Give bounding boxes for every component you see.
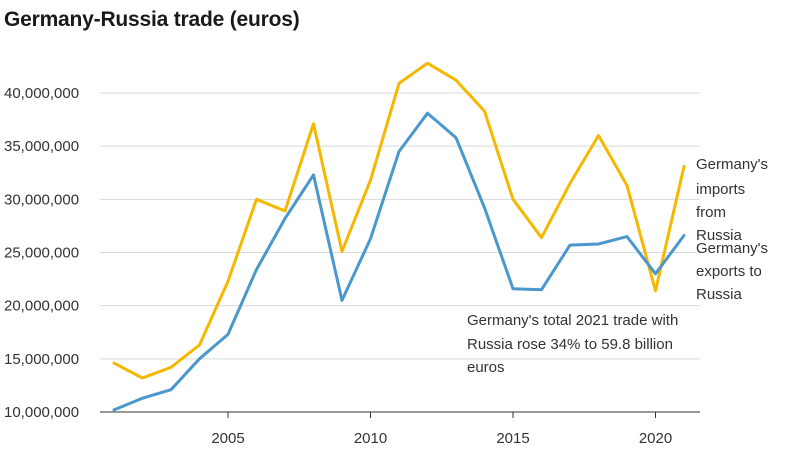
y-tick-label: 20,000,000 [4,298,79,315]
imports-series-label: imports [696,181,745,198]
x-tick-label: 2005 [211,430,244,447]
y-tick-label: 40,000,000 [4,85,79,102]
imports-series-label: from [696,204,726,221]
exports-series-label: exports to [696,263,762,280]
exports-series-label: Russia [696,286,743,303]
chart-title: Germany-Russia trade (euros) [4,8,300,31]
annotation-text: Russia rose 34% to 59.8 billion [467,336,673,353]
imports-series-line [112,61,686,380]
imports-series-label: Russia [696,227,743,244]
imports-series-label: Germany's [696,156,768,173]
y-tick-label: 25,000,000 [4,245,79,262]
exports-series-line [112,111,686,412]
x-tick-label: 2020 [639,430,672,447]
x-tick-label: 2015 [496,430,529,447]
x-tick-label: 2010 [354,430,387,447]
exports-series-label: Germany's [696,240,768,257]
y-tick-label: 15,000,000 [4,351,79,368]
y-tick-label: 35,000,000 [4,138,79,155]
y-tick-label: 30,000,000 [4,191,79,208]
y-tick-label: 10,000,000 [4,404,79,421]
annotation-text: euros [467,359,505,376]
annotation-text: Germany's total 2021 trade with [467,312,678,329]
